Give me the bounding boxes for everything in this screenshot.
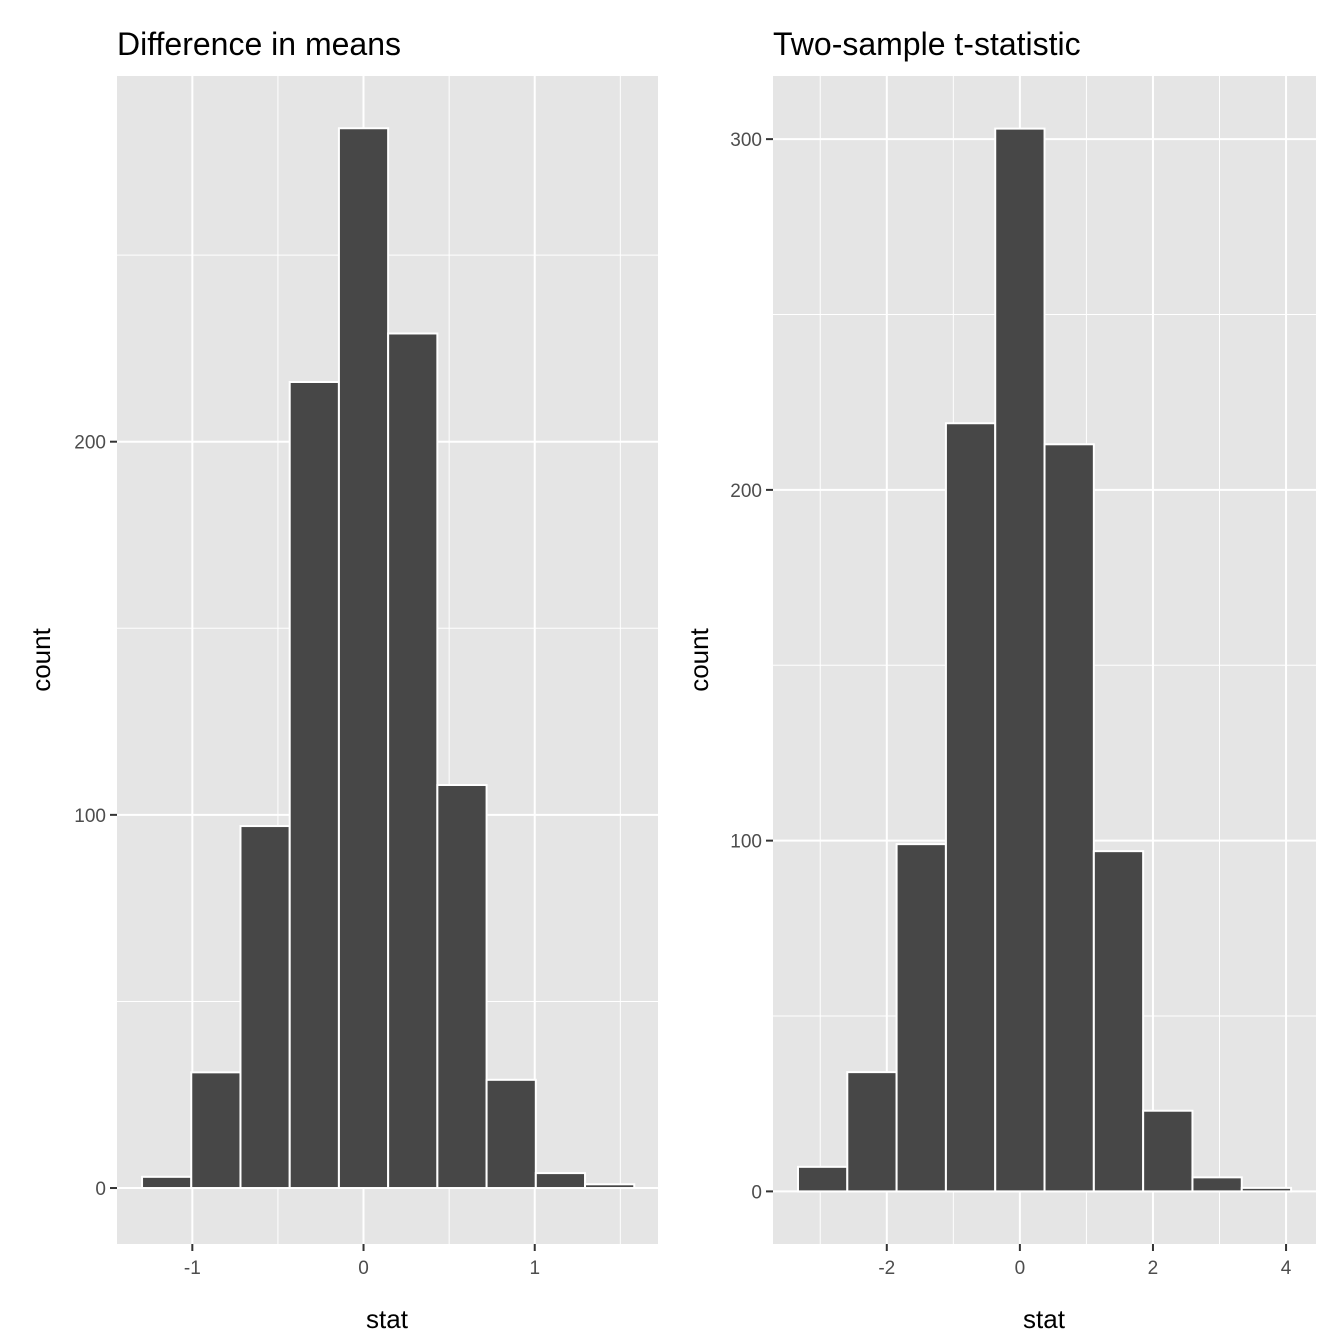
x-tick-label: 0 [1015, 1258, 1026, 1279]
chart-title-left: Difference in means [117, 26, 401, 62]
histogram-bar [944, 422, 997, 1193]
x-tick-label: 2 [1148, 1258, 1159, 1279]
chart-panel-right: Two-sample t-statistic -2 0 2 4 0100200300 … [684, 26, 1316, 1334]
histogram-bar [796, 1165, 849, 1193]
histogram-bar [1240, 1186, 1293, 1193]
x-axis-title-right: stat [1023, 1304, 1066, 1334]
bars-right [796, 127, 1293, 1193]
y-tick-label: 200 [730, 481, 762, 502]
bars-left [141, 127, 636, 1190]
y-axis-title-right: count [684, 627, 714, 691]
x-axis-title-left: stat [366, 1304, 409, 1334]
histogram-bar [895, 843, 947, 1193]
chart-title-right: Two-sample t-statistic [773, 26, 1081, 62]
y-axis-ticks-right: 0 100 200 300 [730, 130, 773, 1203]
y-axis-title-left: count [26, 627, 56, 691]
y-tick-label: 0 [751, 1182, 762, 1203]
y-tick-label: 300 [730, 130, 762, 151]
y-tick-label: 100 [74, 806, 106, 827]
histogram-bar [1191, 1176, 1243, 1193]
y-tick-label: 0 [95, 1179, 106, 1200]
histogram-bar [846, 1071, 898, 1193]
x-tick-label: 0 [358, 1258, 369, 1279]
histogram-bar [1092, 850, 1145, 1193]
histogram-bar [141, 1175, 193, 1190]
histogram-bar [1142, 1109, 1194, 1193]
histogram-bar [288, 380, 340, 1190]
histogram-bar [584, 1183, 636, 1190]
histogram-bar [485, 1078, 537, 1190]
x-tick-label: 1 [529, 1258, 540, 1279]
y-axis-ticks-left: 0 100 200 [74, 433, 117, 1200]
x-axis-ticks-left: -1 0 1 [184, 1244, 540, 1279]
y-tick-label: 200 [74, 433, 106, 454]
histogram-bar [190, 1071, 242, 1190]
y-tick-label: 100 [730, 832, 762, 853]
histogram-bar [1043, 443, 1095, 1193]
histogram-bar [994, 127, 1046, 1193]
x-tick-label: 4 [1281, 1258, 1292, 1279]
x-tick-label: -1 [184, 1258, 201, 1279]
histogram-bar [387, 332, 439, 1190]
x-tick-label: -2 [878, 1258, 895, 1279]
histogram-bar [534, 1172, 587, 1190]
histogram-bar [436, 784, 488, 1190]
x-axis-ticks-right: -2 0 2 4 [878, 1244, 1292, 1279]
histogram-bar [337, 127, 390, 1190]
histogram-bar [239, 825, 291, 1190]
chart-panel-left: Difference in means -1 0 1 0 100 200 stat co… [26, 26, 658, 1334]
